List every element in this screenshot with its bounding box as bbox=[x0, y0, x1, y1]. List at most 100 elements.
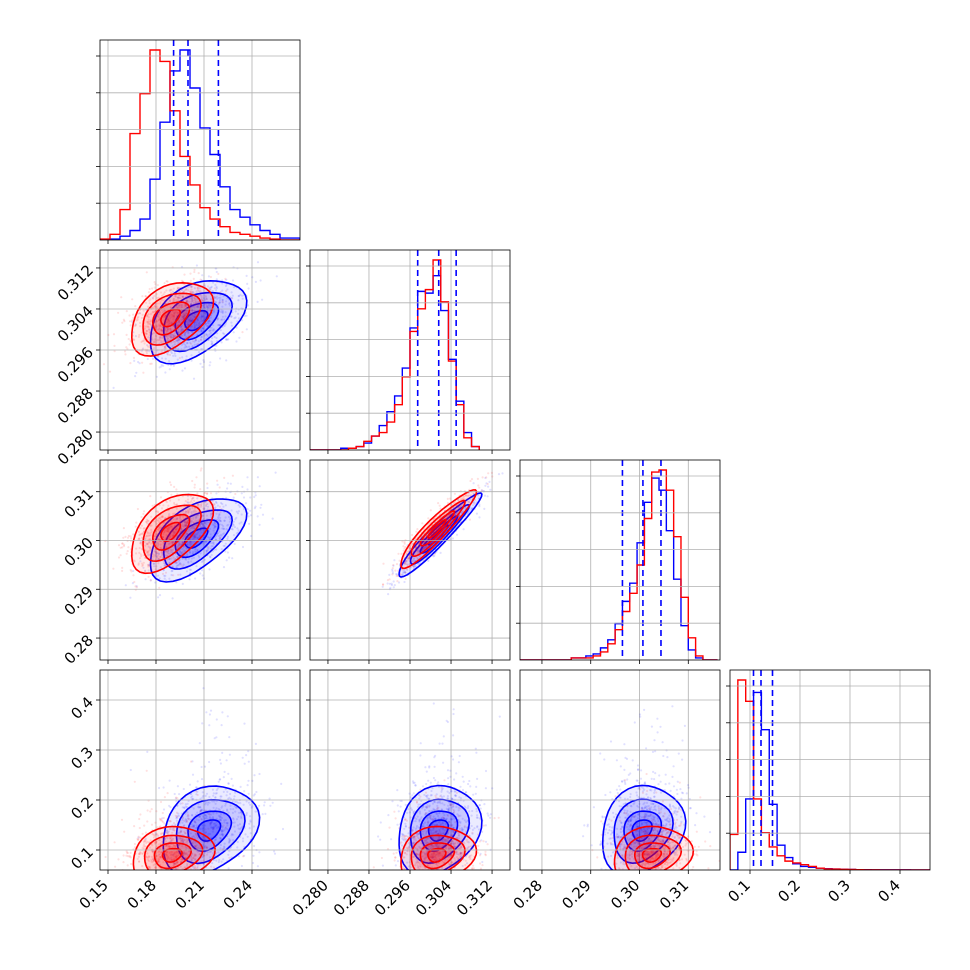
sample-point bbox=[237, 504, 240, 507]
sample-point bbox=[237, 317, 240, 320]
sample-point bbox=[205, 296, 208, 299]
sample-point bbox=[472, 492, 475, 495]
sample-point bbox=[220, 318, 223, 321]
sample-point bbox=[243, 314, 247, 317]
sample-point bbox=[200, 531, 203, 534]
sample-point bbox=[449, 513, 452, 516]
sample-point bbox=[155, 552, 158, 555]
sample-point bbox=[224, 277, 227, 280]
sample-point bbox=[230, 315, 233, 318]
sample-point bbox=[186, 879, 188, 881]
sample-point bbox=[401, 573, 404, 577]
sample-point bbox=[220, 724, 223, 727]
sample-point bbox=[154, 324, 158, 327]
sample-point bbox=[156, 314, 159, 317]
sample-point bbox=[432, 555, 435, 558]
sample-point bbox=[212, 324, 215, 327]
sample-point bbox=[157, 296, 160, 299]
sample-point bbox=[155, 320, 158, 323]
sample-point bbox=[240, 521, 243, 524]
sample-point bbox=[184, 524, 187, 527]
sample-point bbox=[171, 315, 175, 318]
sample-point bbox=[146, 519, 149, 522]
sample-point bbox=[191, 797, 194, 801]
sample-point bbox=[221, 310, 224, 314]
sample-point bbox=[234, 791, 237, 794]
sample-point bbox=[186, 521, 189, 524]
sample-point bbox=[188, 568, 191, 571]
sample-point bbox=[184, 554, 187, 557]
sample-point bbox=[201, 523, 204, 526]
sample-point bbox=[222, 532, 226, 535]
sample-point bbox=[259, 506, 262, 509]
sample-point bbox=[412, 559, 415, 563]
sample-point bbox=[475, 512, 478, 515]
sample-point bbox=[175, 488, 178, 491]
sample-point bbox=[168, 804, 171, 807]
sample-point bbox=[221, 833, 224, 836]
sample-point bbox=[164, 328, 167, 331]
sample-point bbox=[146, 344, 149, 347]
sample-point bbox=[406, 559, 409, 562]
sample-point bbox=[173, 311, 176, 314]
sample-point bbox=[223, 845, 226, 848]
sample-point bbox=[391, 567, 394, 570]
sample-point bbox=[205, 297, 208, 301]
sample-point bbox=[129, 362, 132, 365]
sample-point bbox=[157, 574, 160, 577]
sample-point bbox=[218, 299, 221, 302]
sample-point bbox=[168, 561, 171, 565]
sample-point bbox=[173, 332, 176, 335]
sample-point bbox=[183, 273, 186, 276]
sample-point bbox=[187, 561, 190, 564]
sample-point bbox=[149, 546, 152, 549]
sample-point bbox=[214, 296, 217, 299]
sample-point bbox=[145, 332, 148, 335]
sample-point bbox=[222, 829, 225, 833]
sample-point bbox=[215, 824, 218, 827]
sample-point bbox=[179, 562, 182, 565]
sample-point bbox=[161, 516, 164, 519]
sample-point bbox=[244, 502, 248, 505]
sample-point bbox=[215, 285, 218, 288]
sample-point bbox=[235, 516, 238, 520]
sample-point bbox=[187, 332, 190, 335]
sample-point bbox=[222, 566, 226, 569]
sample-point bbox=[154, 550, 157, 554]
sample-point bbox=[125, 333, 128, 336]
sample-point bbox=[190, 320, 193, 323]
sample-point bbox=[224, 819, 227, 822]
sample-point bbox=[172, 287, 175, 290]
sample-point bbox=[428, 522, 431, 525]
sample-point bbox=[149, 320, 152, 323]
sample-point bbox=[146, 325, 150, 328]
sample-point bbox=[185, 558, 188, 561]
sample-point bbox=[158, 331, 161, 334]
sample-point bbox=[186, 299, 189, 303]
sample-point bbox=[176, 814, 179, 818]
sample-point bbox=[154, 832, 157, 835]
sample-point bbox=[155, 551, 158, 554]
sample-point bbox=[227, 523, 230, 526]
x-tick-label: 0.3 bbox=[824, 876, 854, 906]
sample-point bbox=[207, 505, 210, 508]
sample-point bbox=[176, 286, 179, 289]
sample-point bbox=[144, 544, 147, 547]
sample-point bbox=[219, 520, 222, 523]
sample-point bbox=[157, 596, 160, 599]
sample-point bbox=[261, 513, 265, 516]
sample-point bbox=[197, 351, 201, 354]
sample-point bbox=[164, 347, 167, 350]
sample-point bbox=[131, 319, 134, 322]
sample-point bbox=[216, 479, 219, 482]
sample-point bbox=[177, 573, 180, 576]
sample-point bbox=[148, 322, 151, 325]
sample-point bbox=[253, 844, 256, 848]
sample-point bbox=[125, 346, 128, 349]
sample-point bbox=[156, 528, 159, 531]
sample-point bbox=[140, 524, 143, 527]
sample-point bbox=[191, 825, 194, 828]
sample-point bbox=[177, 871, 179, 873]
sample-point bbox=[204, 322, 207, 325]
sample-point bbox=[206, 486, 209, 490]
